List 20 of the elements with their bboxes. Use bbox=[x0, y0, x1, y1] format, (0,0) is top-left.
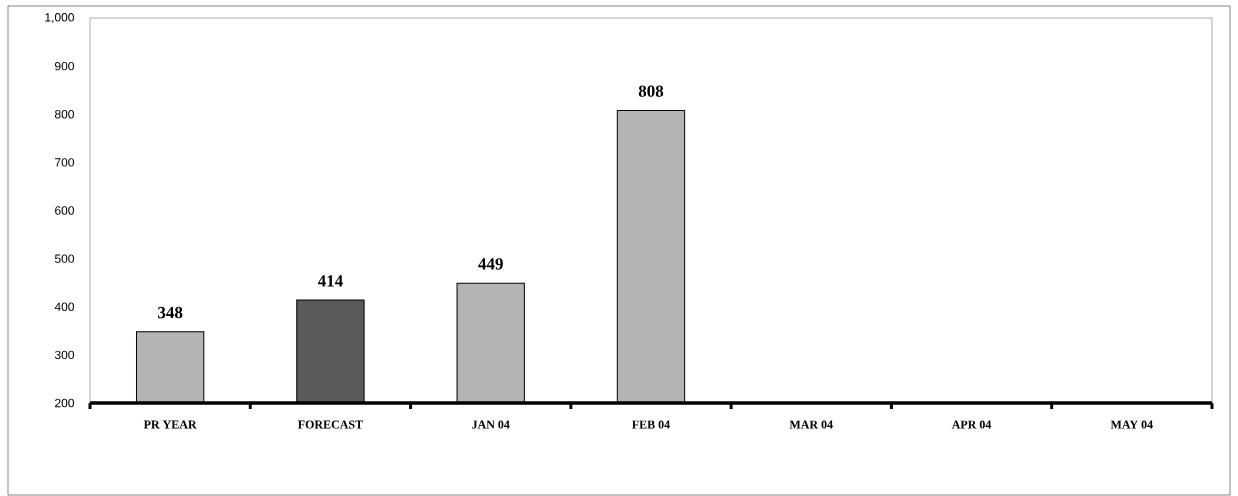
x-tick-label: FORECAST bbox=[297, 420, 363, 429]
y-tick-label: 600 bbox=[55, 206, 75, 215]
y-tick-label: 900 bbox=[55, 61, 75, 71]
x-tick-label: JAN 04 bbox=[472, 420, 510, 429]
data-label: 449 bbox=[478, 258, 503, 270]
data-label: 414 bbox=[317, 275, 343, 287]
x-tick-label: APR 04 bbox=[951, 420, 992, 429]
y-tick-label: 400 bbox=[54, 302, 75, 311]
x-tick-label: MAR 04 bbox=[789, 420, 833, 429]
x-tick-label: PR YEAR bbox=[143, 420, 197, 429]
y-tick-label: 700 bbox=[55, 158, 75, 167]
y-tick-label: 1,000 bbox=[45, 13, 75, 23]
y-tick-label: 500 bbox=[54, 254, 75, 263]
y-tick-label: 300 bbox=[54, 350, 75, 360]
x-tick-label: FEB 04 bbox=[632, 420, 670, 429]
x-tick-label: MAY 04 bbox=[1110, 420, 1153, 429]
data-label: 808 bbox=[638, 85, 664, 97]
y-tick-label: 800 bbox=[54, 110, 75, 119]
y-tick-label: 200 bbox=[55, 398, 75, 408]
data-label: 348 bbox=[158, 306, 183, 319]
